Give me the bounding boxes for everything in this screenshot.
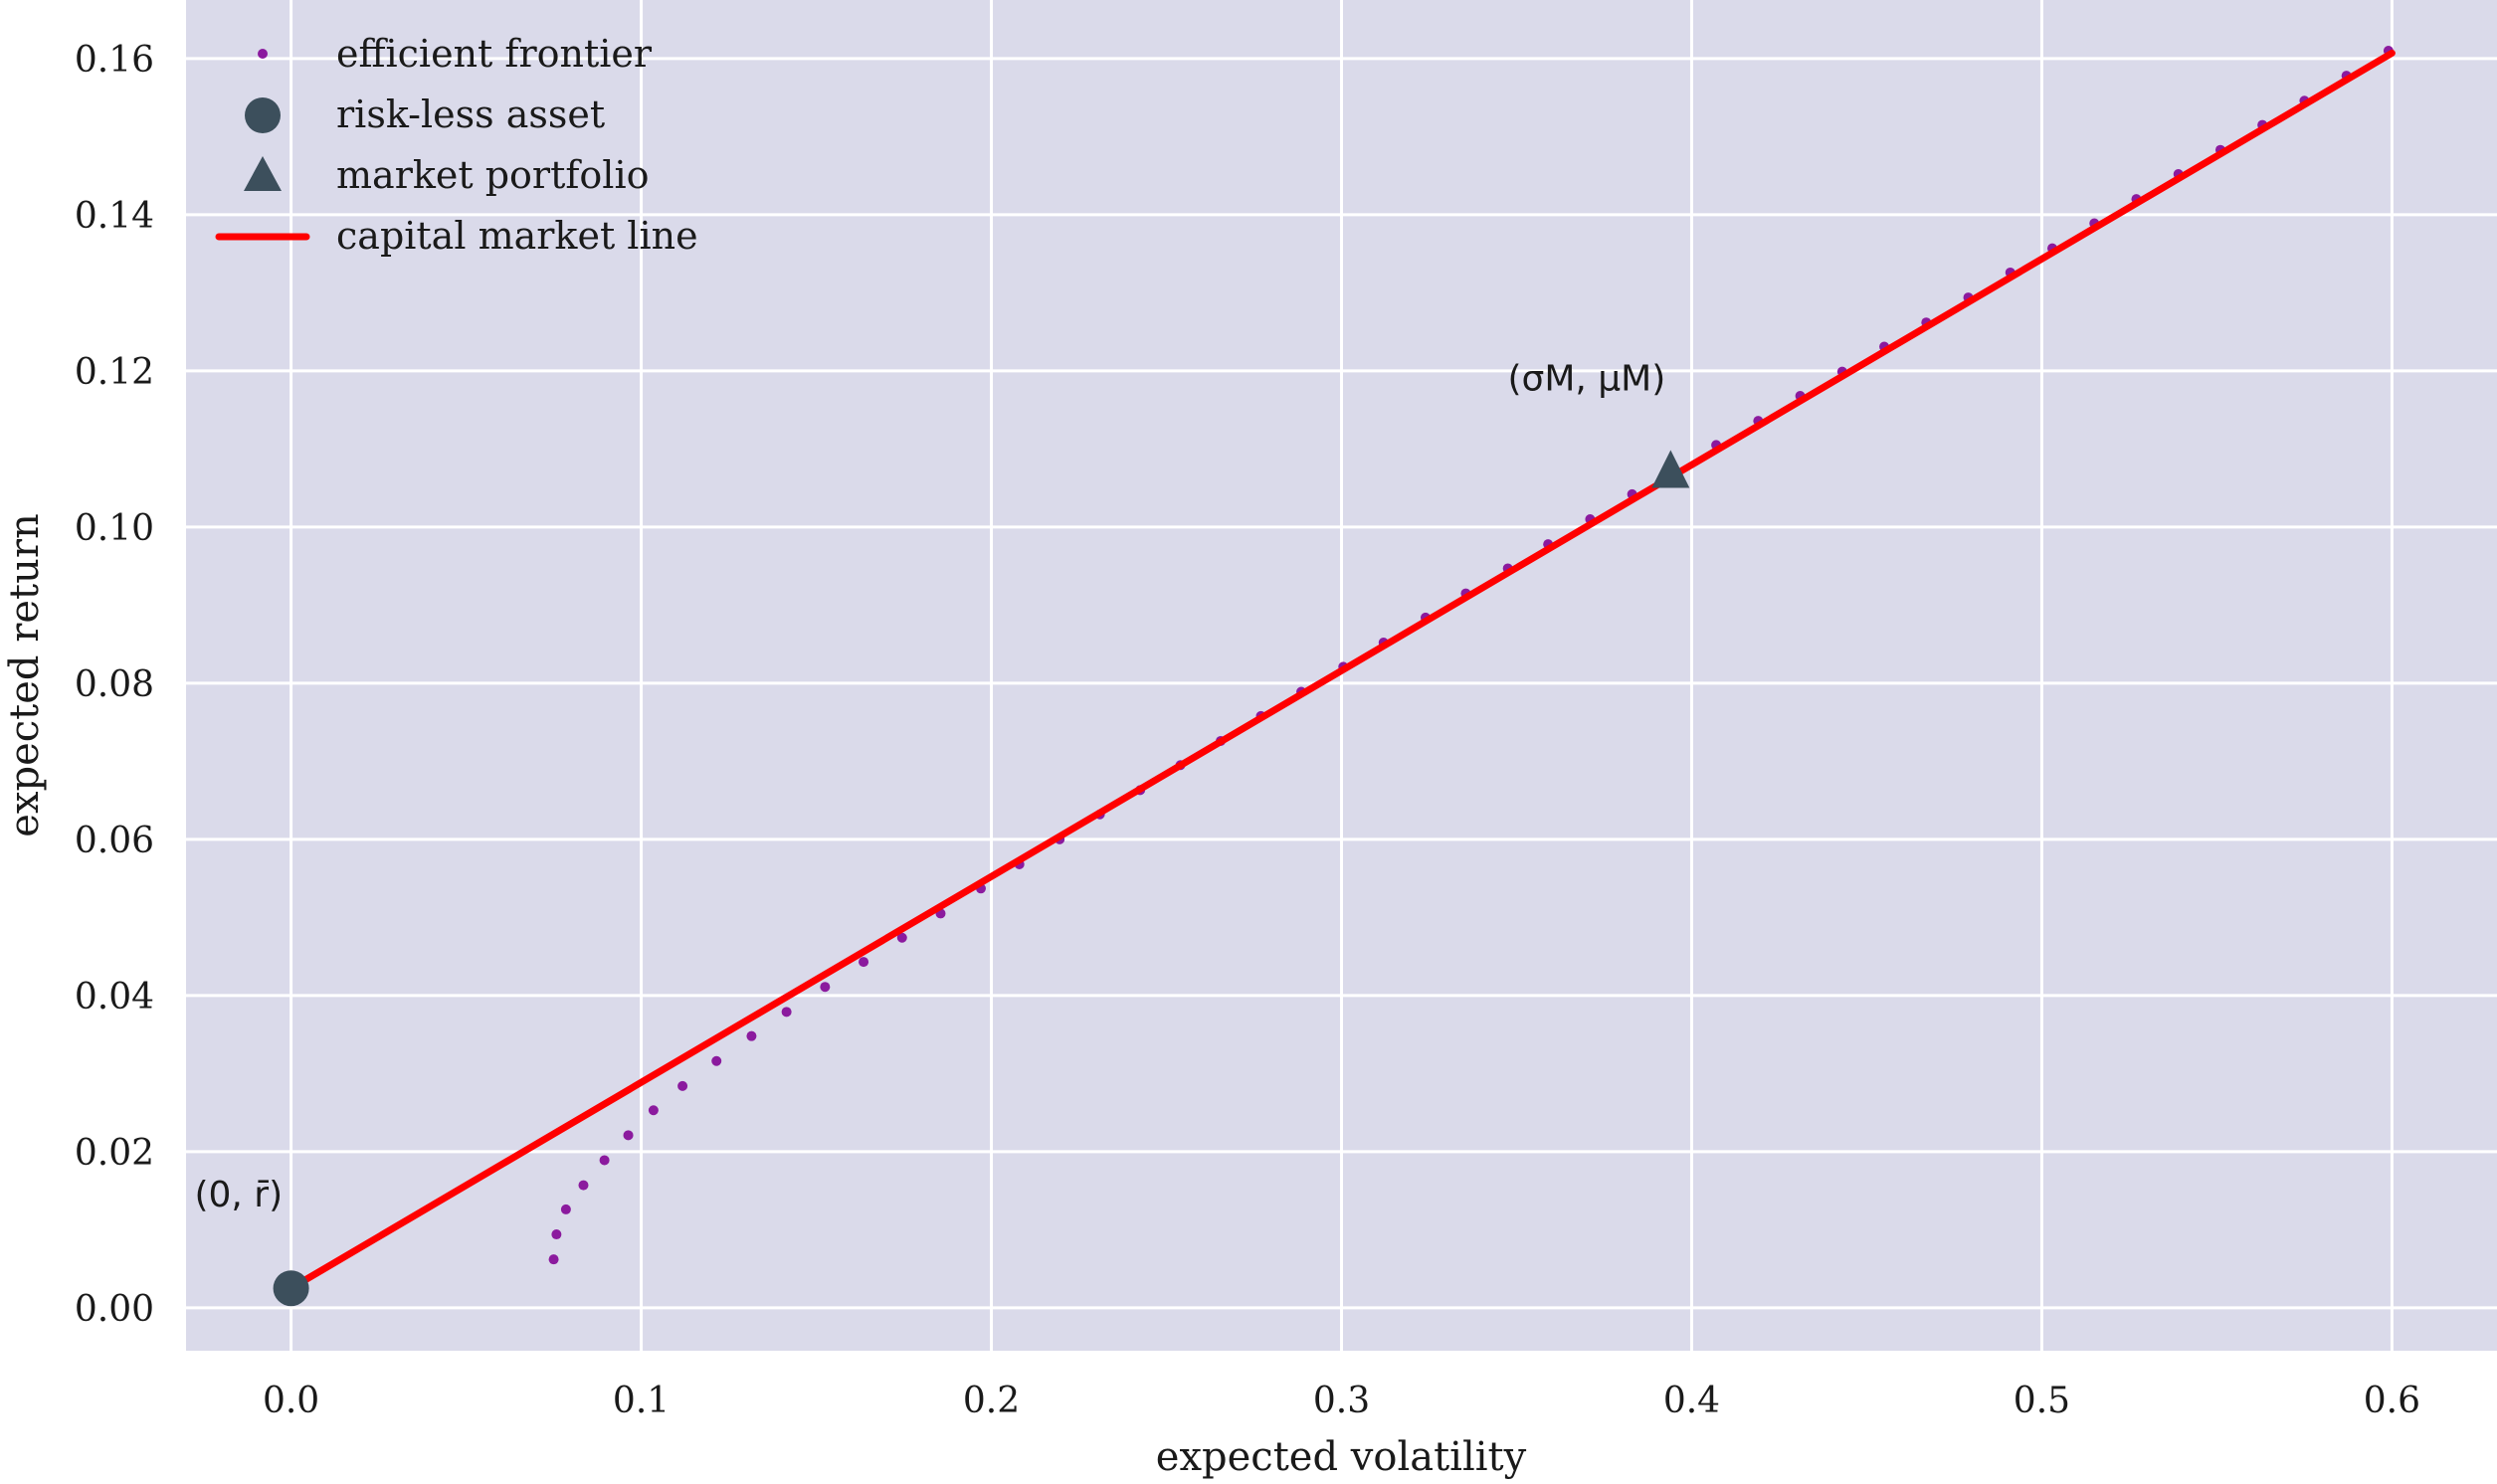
legend: efficient frontier risk-less asset marke… [215, 32, 698, 258]
efficient-frontier-point [859, 957, 869, 968]
efficient-frontier-point [599, 1155, 610, 1166]
x-tick-label: 0.5 [2014, 1381, 2070, 1421]
x-tick-label: 0.1 [613, 1381, 670, 1421]
y-tick-label: 0.06 [75, 821, 154, 861]
efficient-frontier-point [551, 1229, 562, 1240]
legend-risk-less-asset-label: risk-less asset [336, 93, 605, 136]
x-tick-label: 0.2 [963, 1381, 1020, 1421]
annotation-label: (0, r̄) [194, 1175, 283, 1215]
efficient-frontier-point [578, 1180, 589, 1191]
efficient-frontier-point [711, 1055, 722, 1066]
y-tick-label: 0.00 [75, 1289, 154, 1330]
x-tick-label: 0.3 [1313, 1381, 1370, 1421]
efficient-frontier-point [896, 932, 907, 943]
annotation-label: (σM, μM) [1507, 358, 1665, 399]
legend-efficient-frontier-label: efficient frontier [336, 32, 653, 76]
legend-efficient-frontier-marker [258, 49, 268, 59]
x-axis-ticks: 0.0 0.1 0.2 0.3 0.4 0.5 0.6 [263, 1381, 2420, 1421]
x-axis-label: expected volatility [1156, 1434, 1527, 1480]
y-tick-label: 0.02 [75, 1133, 154, 1174]
x-tick-label: 0.6 [2364, 1381, 2420, 1421]
efficient-frontier-point [820, 982, 831, 993]
efficient-frontier-point [623, 1130, 634, 1141]
y-tick-label: 0.12 [75, 352, 154, 393]
efficient-frontier-point [548, 1254, 559, 1265]
market-portfolio-point [1651, 450, 1690, 488]
y-axis-ticks: 0.00 0.02 0.04 0.06 0.08 0.10 0.12 0.14 0.16 [75, 40, 154, 1330]
legend-market-portfolio-marker [244, 156, 282, 191]
y-tick-label: 0.08 [75, 664, 154, 705]
legend-capital-market-line-label: capital market line [336, 214, 698, 258]
efficient-frontier-point [746, 1030, 757, 1041]
grid [186, 0, 2497, 1351]
efficient-frontier-point [677, 1080, 688, 1091]
risk-less-asset-point [273, 1270, 309, 1307]
legend-risk-less-asset-marker [245, 97, 281, 133]
legend-market-portfolio-label: market portfolio [336, 153, 649, 197]
efficient-frontier-point [781, 1007, 792, 1018]
efficient-frontier-point [648, 1105, 659, 1116]
annotations: (0, r̄) (σM, μM) [194, 358, 1665, 1214]
efficient-frontier-point [560, 1204, 571, 1214]
x-tick-label: 0.4 [1663, 1381, 1720, 1421]
series-layer [273, 46, 2396, 1307]
capital-market-line [288, 49, 2396, 1292]
y-tick-label: 0.10 [75, 508, 154, 549]
y-tick-label: 0.04 [75, 977, 154, 1018]
x-tick-label: 0.0 [263, 1381, 319, 1421]
y-tick-label: 0.14 [75, 196, 154, 237]
y-tick-label: 0.16 [75, 40, 154, 81]
y-axis-label: expected return [2, 513, 48, 837]
